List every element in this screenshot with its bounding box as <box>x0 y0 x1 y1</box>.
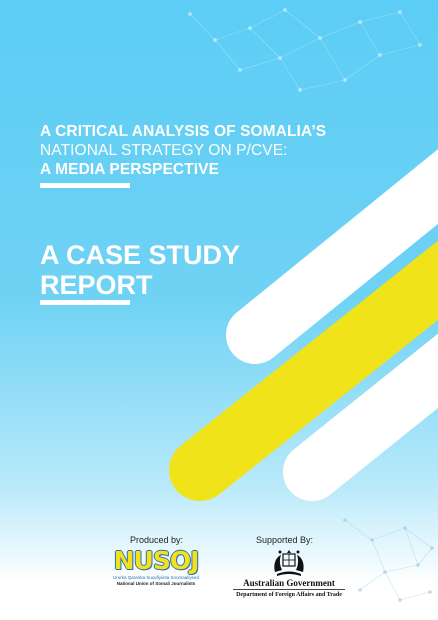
subtitle-line-2: REPORT <box>40 270 153 300</box>
report-subtitle: A CASE STUDY REPORT <box>40 240 240 300</box>
title-line-1: A CRITICAL ANALYSIS OF SOMALIA’S <box>40 123 327 140</box>
subtitle-line-1: A CASE STUDY <box>40 240 241 270</box>
yellow-stripe <box>169 240 438 501</box>
coat-of-arms-icon <box>274 550 304 576</box>
produced-by-label: Produced by: <box>130 535 184 545</box>
title-line-3: A MEDIA PERSPECTIVE <box>40 161 220 178</box>
subtitle-underline <box>40 300 130 305</box>
australian-government-text: Australian Government <box>243 578 335 588</box>
nusoj-wordmark: NUSOJ <box>113 546 200 575</box>
title-underline <box>40 183 130 188</box>
dfat-text: Department of Foreign Affairs and Trade <box>233 589 345 599</box>
australian-government-logo: Australian Government Department of Fore… <box>233 548 345 610</box>
title-line-2: NATIONAL STRATEGY ON P/CVE: <box>40 142 288 159</box>
white-stripe-lower <box>283 333 438 501</box>
nusoj-logo: NUSOJ Ururka Qaranka Suxufiyiinta Soomaa… <box>110 548 202 608</box>
report-title: A CRITICAL ANALYSIS OF SOMALIA’S NATIONA… <box>40 122 370 179</box>
supported-by-label: Supported By: <box>256 535 314 545</box>
nusoj-somali-name: Ururka Qaranka Suxufiyiinta Soomaaliyeed <box>112 575 200 580</box>
white-stripe-upper <box>226 149 438 364</box>
nusoj-english-name: National Union of Somali Journalists <box>116 581 196 586</box>
